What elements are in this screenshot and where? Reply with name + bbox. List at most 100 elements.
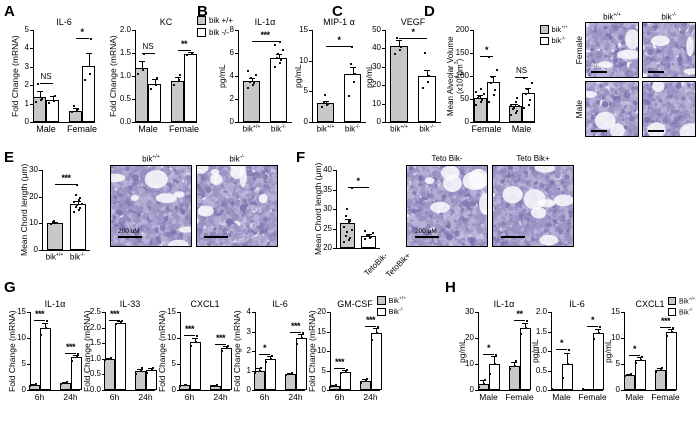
data-point	[75, 109, 78, 112]
micrograph-e-wt: 200 uM	[110, 165, 192, 247]
data-point	[494, 88, 496, 91]
y-tick-label: 0	[171, 385, 176, 394]
legend-panel-g: Bik+/+ Bik-/-	[377, 295, 406, 318]
micrograph-col-header: bik+/+	[603, 12, 621, 22]
data-point	[78, 196, 81, 199]
scale-bar	[204, 236, 228, 238]
error-cap	[42, 322, 48, 324]
legend-item: Bik-/-	[377, 307, 406, 318]
y-axis-label-text: Mean Chord length (μm)	[313, 162, 323, 256]
y-tick-label: 35	[323, 184, 332, 194]
data-point	[516, 97, 518, 100]
y-axis-label-text: pg/mL	[293, 64, 303, 88]
error-cap	[424, 69, 430, 71]
data-point	[350, 229, 353, 232]
legend-item: Bik+/+	[377, 295, 406, 306]
panel-label-e: E	[4, 149, 15, 166]
bar-ko	[114, 322, 126, 390]
data-point	[154, 84, 157, 87]
y-tick	[30, 85, 33, 87]
significance-line	[290, 332, 301, 334]
chart-C1: 0 10 20 30 40 50 *	[372, 25, 441, 126]
y-axis	[385, 30, 386, 123]
y-tick	[132, 122, 135, 123]
significance-label: *	[411, 27, 415, 37]
data-point	[278, 62, 281, 65]
y-tick-label: 0	[321, 385, 326, 394]
data-point	[514, 364, 516, 367]
x-axis	[42, 250, 90, 251]
error-bar	[195, 338, 196, 342]
x-tick-label: 24h	[138, 392, 153, 402]
data-point	[342, 241, 345, 244]
y-axis-label-text: Fold Change (mRNA)	[82, 310, 92, 392]
error-cap	[564, 352, 570, 354]
data-point	[279, 58, 282, 61]
data-point	[216, 384, 218, 387]
bar-ko	[519, 327, 531, 390]
x-axis	[238, 122, 292, 123]
x-tick-label: 24h	[288, 392, 303, 402]
error-cap	[668, 328, 674, 330]
data-point	[251, 84, 254, 87]
data-point	[510, 103, 512, 106]
legend-swatch-ko	[197, 28, 206, 37]
significance-label: ***	[290, 321, 301, 332]
y-tick	[252, 331, 255, 333]
x-tick-label-rot: TetoBik+	[375, 251, 412, 279]
error-bar	[525, 322, 526, 328]
data-point	[635, 361, 637, 364]
significance-line	[39, 83, 53, 85]
significance-label: *	[559, 338, 564, 349]
data-point	[347, 222, 350, 225]
x-tick-label: bik-/-	[419, 124, 435, 134]
error-bar	[77, 201, 79, 204]
x-axis	[624, 390, 676, 391]
data-point	[477, 97, 479, 100]
legend-item: bik+/+	[540, 24, 568, 35]
data-point	[641, 355, 643, 358]
data-point	[141, 367, 143, 370]
data-point	[80, 202, 83, 205]
data-point	[424, 52, 426, 54]
error-bar	[352, 66, 354, 75]
y-axis	[478, 312, 479, 391]
chart-H2: 0.0 0.5 1.0 1.5 2.0 * *	[536, 307, 604, 394]
significance-label: *	[484, 44, 489, 55]
y-tick	[27, 338, 30, 339]
error-cap	[74, 201, 81, 203]
data-point	[344, 215, 347, 218]
y-tick	[102, 312, 105, 313]
legend-item: bik +/+	[197, 15, 233, 26]
x-axis	[135, 122, 197, 123]
y-axis-label: pg/mL	[530, 312, 540, 390]
y-tick	[235, 99, 238, 100]
chart-H1: 0 10 20 30 * **	[465, 307, 531, 394]
data-point	[630, 372, 632, 375]
y-tick-label: 50	[372, 25, 381, 34]
error-bar	[52, 96, 54, 100]
y-tick-label: 4	[229, 71, 234, 80]
chart-title: IL-1α	[44, 299, 66, 309]
y-tick-label: 0.0	[89, 385, 101, 394]
data-point	[509, 368, 511, 371]
y-tick-label: 0	[24, 117, 29, 126]
data-point	[74, 205, 77, 208]
y-axis	[180, 312, 181, 391]
y-tick-label: 0	[303, 117, 308, 126]
y-axis-label: pg/mL	[293, 30, 303, 122]
y-tick-label: 10	[299, 55, 308, 65]
error-cap	[85, 53, 92, 54]
significance-line	[480, 55, 493, 57]
data-point	[227, 344, 229, 347]
error-cap	[491, 355, 497, 357]
data-point	[366, 233, 369, 236]
data-point	[335, 384, 337, 387]
micrograph-d-female-wt: 200 uM	[585, 22, 639, 78]
y-axis	[330, 312, 331, 391]
data-point	[672, 326, 674, 329]
scale-bar-label: 200 uM	[118, 228, 140, 235]
y-tick	[39, 170, 42, 171]
error-cap	[365, 233, 372, 235]
legend-label: bik -/-	[209, 28, 229, 37]
